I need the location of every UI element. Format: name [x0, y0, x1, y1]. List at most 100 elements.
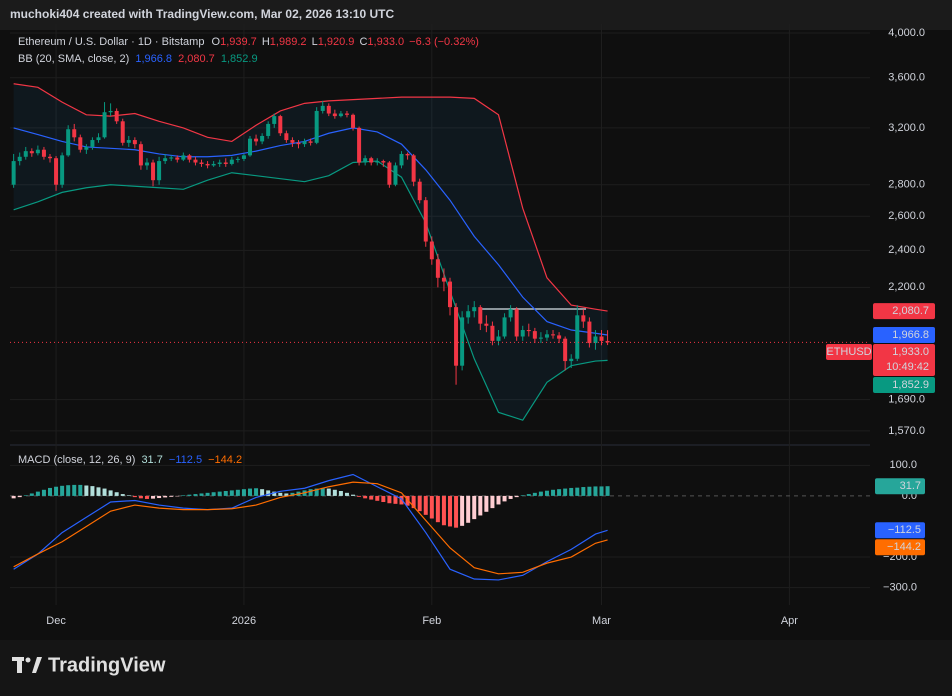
macd-histogram-bar — [132, 495, 137, 498]
candle-body — [369, 158, 374, 163]
macd-hist-value: 31.7 — [141, 454, 162, 466]
macd-histogram-bar — [351, 494, 356, 496]
footer — [0, 640, 952, 696]
candle-body — [557, 335, 562, 339]
candle-body — [332, 113, 337, 117]
brand: TradingView — [48, 654, 166, 676]
macd-histogram-bar — [211, 492, 216, 496]
candle-body — [563, 338, 568, 362]
ohlc-value: 1,920.9 — [318, 36, 355, 48]
macd-histogram-bar — [551, 489, 556, 496]
signal-value: −144.2 — [208, 454, 242, 466]
macd-histogram-bar — [326, 488, 331, 496]
candle-body — [290, 140, 295, 143]
macd-histogram-bar — [284, 493, 289, 496]
macd-histogram-bar — [575, 487, 580, 496]
candle-body — [551, 334, 556, 336]
candle-body — [478, 307, 483, 324]
candle-body — [35, 149, 40, 154]
macd-histogram-bar — [514, 495, 519, 498]
candle-body — [405, 153, 410, 156]
macd-histogram-bar — [102, 488, 107, 496]
candle-body — [248, 138, 252, 156]
price-label: 1,933.0 — [892, 346, 929, 358]
x-tick-label: 2026 — [232, 615, 256, 627]
macd-histogram-bar — [490, 495, 495, 509]
candle-body — [393, 165, 398, 185]
macd-histogram-bar — [205, 492, 210, 496]
candle-body — [484, 323, 489, 326]
candle-body — [84, 146, 89, 150]
candle-body — [599, 336, 604, 341]
macd-histogram-bar — [375, 495, 380, 501]
macd-histogram-bar — [496, 495, 501, 505]
bb-value: 2,080.7 — [178, 53, 215, 65]
candle-body — [108, 110, 113, 113]
macd-histogram-bar — [272, 491, 277, 496]
candle-body — [417, 181, 422, 201]
candle-body — [593, 336, 598, 344]
candle-body — [302, 141, 307, 145]
price-label: 1,966.8 — [892, 329, 929, 341]
macd-histogram-bar — [502, 495, 507, 502]
candle-body — [132, 140, 137, 145]
candle-body — [532, 331, 537, 339]
price-label: 2,080.7 — [892, 305, 929, 317]
price-label-box — [873, 303, 935, 320]
candle-body — [54, 158, 59, 185]
candle-body — [157, 161, 162, 181]
macd-histogram-bar — [532, 492, 537, 496]
macd-histogram-bar — [478, 495, 483, 516]
symbol-tag — [826, 344, 872, 361]
macd-histogram-bar — [223, 491, 228, 496]
y-tick-label: 1,690.0 — [888, 393, 925, 405]
candle-body — [17, 156, 22, 162]
candle-body — [114, 110, 119, 122]
candle-body — [526, 330, 531, 332]
candle-body — [411, 155, 416, 182]
candle-body — [241, 155, 246, 159]
legend-row: Ethereum / U.S. Dollar · 1D · Bitstamp O… — [18, 36, 479, 48]
candle-body — [235, 158, 240, 160]
y-tick-label: 2,200.0 — [888, 281, 925, 293]
macd-title: MACD (close, 12, 26, 9) — [18, 454, 135, 466]
grid-layer — [10, 24, 870, 605]
candle-body — [120, 121, 125, 143]
indicator-name: BB (20, SMA, close, 2) — [18, 53, 129, 65]
candle-body — [78, 137, 83, 150]
candle-body — [314, 110, 319, 143]
candle-body — [326, 105, 331, 114]
macd-histogram-bar — [332, 489, 337, 496]
macd-histogram-bar — [108, 490, 113, 496]
macd-label-box — [875, 522, 925, 539]
macd-histogram-bar — [587, 486, 592, 496]
macd-histogram-bar — [544, 490, 549, 496]
macd-histogram-bar — [320, 487, 325, 496]
macd-histogram-bar — [120, 494, 125, 496]
macd-histogram-bar — [90, 486, 95, 496]
macd-label: −144.2 — [887, 541, 921, 553]
ohlc-name: H — [262, 36, 270, 48]
price-label-box — [873, 377, 935, 394]
candle-body — [605, 340, 610, 343]
price-label-box — [873, 344, 935, 377]
ohlc-name: L — [312, 36, 318, 48]
candle-body — [508, 309, 513, 318]
macd-histogram-bar — [369, 495, 374, 500]
macd-histogram-bar — [54, 486, 59, 496]
macd-histogram-bar — [429, 495, 434, 519]
macd-histogram-bar — [454, 495, 459, 528]
candle-body — [429, 241, 434, 260]
candle-body — [199, 162, 204, 164]
candle-body — [163, 158, 168, 162]
candle-body — [138, 144, 143, 166]
macd-histogram-bar — [466, 495, 471, 523]
macd-histogram-bar — [126, 495, 131, 496]
bb-value: 1,852.9 — [221, 53, 258, 65]
macd-histogram-bar — [338, 491, 343, 496]
macd-histogram-bar — [381, 495, 386, 503]
macd-line — [13, 481, 608, 575]
candle-body — [338, 113, 343, 117]
